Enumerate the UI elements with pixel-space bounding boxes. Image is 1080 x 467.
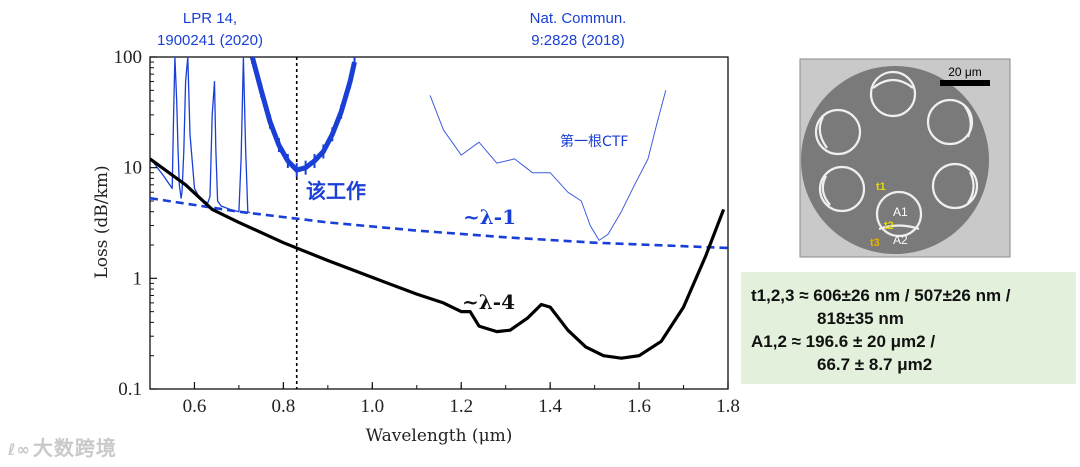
thickness-line-cont: 818±35 nm xyxy=(817,309,904,328)
y-tick-label: 1 xyxy=(133,268,143,289)
silica-loss-curve xyxy=(150,157,726,360)
nat-commun-series xyxy=(429,90,667,241)
lambda-4-label: ~λ-4 xyxy=(462,290,515,314)
lpr14-series xyxy=(151,57,251,214)
first-ctf-label: 第一根CTF xyxy=(560,133,628,150)
x-tick-label: 1.0 xyxy=(360,396,384,417)
watermark-text: 大数跨境 xyxy=(32,436,117,460)
a1-label: A1 xyxy=(893,205,908,219)
measurement-box: t1,2,3 ≈ 606±26 nm / 507±26 nm / 818±35 … xyxy=(741,272,1076,384)
lambda-1-label: ~λ-1 xyxy=(463,205,516,229)
plot-frame xyxy=(149,56,729,390)
x-tick-label: 0.6 xyxy=(183,396,207,417)
this-work-label: 该工作 xyxy=(306,179,366,203)
t2-label: t2 xyxy=(884,220,894,232)
ref-left-line1: LPR 14, xyxy=(183,10,237,27)
x-tick-label: 1.8 xyxy=(716,396,740,417)
y-tick-label: 0.1 xyxy=(118,379,142,400)
this-work-series xyxy=(249,57,357,173)
eye-logo-icon: ℓ∞ xyxy=(8,440,31,459)
y-axis-label: Loss (dB/km) xyxy=(92,165,112,278)
scale-bar-label: 20 μm xyxy=(948,65,982,79)
x-axis-label: Wavelength (μm) xyxy=(366,426,513,446)
x-tick-label: 1.2 xyxy=(449,396,473,417)
y-tick-label: 10 xyxy=(123,158,142,179)
x-tick-label: 1.4 xyxy=(538,396,562,417)
area-line-cont: 66.7 ± 8.7 μm2 xyxy=(817,355,933,374)
ref-right-line2: 9:2828 (2018) xyxy=(531,32,624,49)
scale-bar xyxy=(940,80,990,86)
x-tick-label: 0.8 xyxy=(272,396,296,417)
y-tick-label: 100 xyxy=(114,47,143,68)
t1-label: t1 xyxy=(876,181,886,193)
plot-area: 0.6 0.8 1.0 1.2 1.4 1.6 1.8 0.1 1 10 100 xyxy=(114,47,740,417)
x-tick-label: 1.6 xyxy=(627,396,651,417)
fiber-micrograph: 20 μm t1 t2 t3 A1 A2 xyxy=(799,58,1011,258)
t3-label: t3 xyxy=(870,237,880,249)
lambda-1-fit-line xyxy=(150,196,728,250)
a2-label: A2 xyxy=(893,233,908,247)
ref-left-line2: 1900241 (2020) xyxy=(157,32,263,49)
watermark: ℓ∞ 大数跨境 xyxy=(8,432,117,461)
thickness-line: t1,2,3 ≈ 606±26 nm / 507±26 nm / xyxy=(751,286,1011,305)
area-line: A1,2 ≈ 196.6 ± 20 μm2 / xyxy=(751,332,936,351)
ref-right-line1: Nat. Commun. xyxy=(530,10,627,27)
